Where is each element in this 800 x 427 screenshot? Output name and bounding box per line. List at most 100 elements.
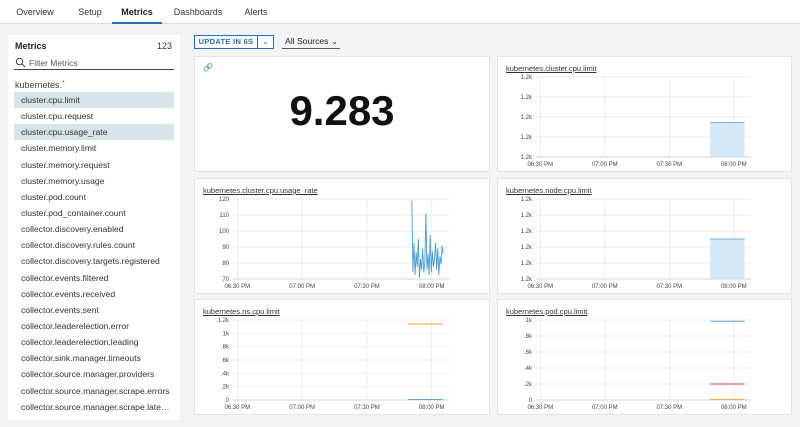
x-tick-label: 06:30 PM <box>527 405 553 411</box>
chart-card-node-cpu-limit: kubernetes.node.cpu.limit 1.2k 1.2k 1.2k 1.… <box>497 178 792 294</box>
chart-pod-cpu-limit: 1k .8k .6k .4k .2k 006:30 PM 07:00 PM 07:30 PM 0… <box>524 318 751 411</box>
metric-list-item[interactable]: collector.discovery.rules.count <box>21 240 135 251</box>
chevron-down-icon: ⌄ <box>331 37 338 46</box>
filter-metrics-search <box>14 56 174 70</box>
x-tick-label: 08:00 PM <box>419 284 445 290</box>
metric-list-item[interactable]: cluster.cpu.limit <box>14 92 174 109</box>
x-tick-label: 07:00 PM <box>289 405 315 411</box>
top-tab-bar: Overview Setup Metrics Dashboards Alerts <box>0 0 800 24</box>
x-tick-label: 06:30 PM <box>527 284 553 290</box>
metric-list-item[interactable]: collector.events.received <box>21 288 116 299</box>
x-tick-label: 08:00 PM <box>721 405 747 411</box>
x-tick-label: 07:30 PM <box>656 162 682 168</box>
source-select-value: All Sources <box>285 36 329 46</box>
y-tick-label: .2k <box>524 382 533 388</box>
y-tick-label: 1.2k <box>521 229 533 235</box>
x-tick-label: 07:00 PM <box>592 405 618 411</box>
source-select[interactable]: All Sources ⌄ <box>282 35 340 49</box>
metric-list-item[interactable]: cluster.memory.limit <box>21 143 97 154</box>
required-marker-icon: * <box>62 80 65 87</box>
x-tick-label: 08:00 PM <box>419 405 445 411</box>
chart-card-ns-cpu-limit: kubernetes.ns.cpu.limit 1.2k 1k .8k .6k .4k.… <box>194 299 490 415</box>
y-tick-label: .6k <box>221 358 230 364</box>
y-tick-label: 1k <box>223 331 230 337</box>
metric-list-item[interactable]: cluster.cpu.request <box>21 111 94 122</box>
search-icon <box>15 57 26 68</box>
update-interval-dropdown[interactable]: ⌄ <box>258 35 274 49</box>
metric-list-item[interactable]: collector.discovery.targets.registered <box>21 256 160 267</box>
metric-list-item[interactable]: cluster.memory.usage <box>21 175 105 186</box>
tab-metrics[interactable]: Metrics <box>112 0 162 24</box>
tab-overview[interactable]: Overview <box>16 7 54 17</box>
metric-list-item[interactable]: collector.events.sent <box>21 304 99 315</box>
metric-list-item[interactable]: collector.discovery.enabled <box>21 224 124 235</box>
x-tick-label: 08:00 PM <box>721 284 747 290</box>
y-tick-label: 0 <box>226 398 230 404</box>
series-line <box>411 200 444 278</box>
y-tick-label: 1.2k <box>521 261 533 267</box>
y-tick-label: 1k <box>526 318 533 324</box>
link-icon[interactable]: 🔗 <box>203 63 213 72</box>
metric-list: cluster.cpu.limit cluster.cpu.request clus… <box>14 92 174 415</box>
metric-list-item[interactable]: cluster.pod_container.count <box>21 207 126 218</box>
chart-card-cluster-cpu-usage-rate: kubernetes.cluster.cpu.usage_rate 120 110… <box>194 178 490 294</box>
y-tick-label: 1.2k <box>521 95 533 101</box>
chart-title[interactable]: kubernetes.cluster.cpu.usage_rate <box>203 186 318 195</box>
chart-title[interactable]: kubernetes.ns.cpu.limit <box>203 307 280 316</box>
metric-list-item[interactable]: cluster.cpu.usage_rate <box>14 124 174 141</box>
y-tick-label: 90 <box>222 245 229 251</box>
series-area <box>710 239 745 279</box>
chart-title[interactable]: kubernetes.cluster.cpu.limit <box>506 64 597 73</box>
x-tick-label: 07:30 PM <box>656 284 682 290</box>
y-tick-label: 0 <box>529 398 533 404</box>
single-stat-value: 9.283 <box>289 87 395 134</box>
x-tick-label: 07:30 PM <box>656 405 682 411</box>
metric-list-item[interactable]: collector.events.filtered <box>21 272 109 283</box>
y-tick-label: 1.2k <box>218 318 230 324</box>
x-tick-label: 07:00 PM <box>289 284 315 290</box>
metric-list-item[interactable]: collector.source.manager.scrape.latency <box>21 401 174 412</box>
y-tick-label: .8k <box>221 345 230 351</box>
y-tick-label: .6k <box>524 350 533 356</box>
chart-ns-cpu-limit: 1.2k 1k .8k .6k .4k .2k 006:30 PM 07:00 PM 07:30… <box>218 318 449 411</box>
metrics-sidebar: Metrics 123 kubernetes.* cluster.cpu.lim… <box>8 35 180 420</box>
filter-metrics-input[interactable] <box>29 56 169 69</box>
x-tick-label: 06:30 PM <box>527 162 553 168</box>
x-tick-label: 08:00 PM <box>721 162 747 168</box>
y-tick-label: 110 <box>219 213 229 219</box>
x-tick-label: 06:30 PM <box>224 284 250 290</box>
metric-list-item[interactable]: cluster.memory.request <box>21 159 110 170</box>
y-tick-label: 1.2k <box>521 213 533 219</box>
metric-list-item[interactable]: collector.sink.manager.timeouts <box>21 353 141 364</box>
chart-card-cluster-cpu-limit: kubernetes.cluster.cpu.limit 1.2k 1.2k 1.2… <box>497 56 792 172</box>
x-tick-label: 07:30 PM <box>354 284 380 290</box>
y-tick-label: 80 <box>222 261 229 267</box>
y-tick-label: 70 <box>222 277 229 283</box>
y-tick-label: 1.2k <box>521 75 533 81</box>
metric-list-item[interactable]: collector.source.manager.scrape.errors <box>21 385 170 396</box>
metric-group-label[interactable]: kubernetes.* <box>15 80 65 90</box>
update-interval-button[interactable]: UPDATE IN 6S <box>194 35 258 49</box>
series-area <box>710 122 745 157</box>
chevron-down-icon: ⌄ <box>262 37 269 46</box>
chart-title[interactable]: kubernetes.pod.cpu.limit <box>506 307 588 316</box>
metric-list-item[interactable]: collector.source.manager.providers <box>21 369 155 380</box>
x-tick-label: 07:00 PM <box>592 162 618 168</box>
y-tick-label: 1.2k <box>521 155 533 161</box>
y-tick-label: 100 <box>219 229 230 235</box>
x-tick-label: 06:30 PM <box>224 405 250 411</box>
tab-alerts[interactable]: Alerts <box>244 7 268 17</box>
chart-title[interactable]: kubernetes.node.cpu.limit <box>506 186 592 195</box>
metric-list-item[interactable]: cluster.pod.count <box>21 191 86 202</box>
y-tick-label: .8k <box>524 334 533 340</box>
tab-dashboards[interactable]: Dashboards <box>173 7 223 17</box>
chart-card-pod-cpu-limit: kubernetes.pod.cpu.limit 1k .8k .6k .4k .2k 0… <box>497 299 792 415</box>
tab-setup[interactable]: Setup <box>78 7 102 17</box>
metric-list-item[interactable]: collector.leaderelection.leading <box>21 337 139 348</box>
metrics-count: 123 <box>156 41 172 51</box>
y-tick-label: .2k <box>221 385 230 391</box>
metric-list-item[interactable]: collector.leaderelection.error <box>21 320 129 331</box>
